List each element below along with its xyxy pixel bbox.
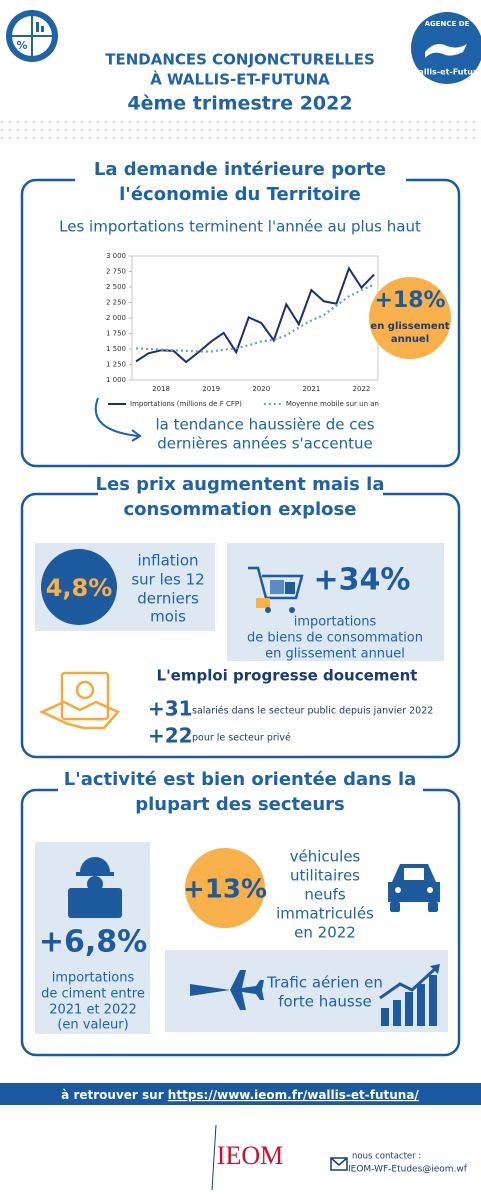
section-title: plupart des secteurs xyxy=(135,794,345,815)
legend-label: Importations (millions de F CFP) xyxy=(130,400,242,408)
note: dernières années s'accentue xyxy=(157,435,372,453)
stat-value: 4,8% xyxy=(46,574,113,602)
y-tick-label: 1 750 xyxy=(106,330,126,338)
stat-circle xyxy=(185,848,265,928)
job-text: pour le secteur privé xyxy=(192,733,291,744)
legend-label: Moyenne mobile sur un an xyxy=(286,400,379,408)
footer-lead: à retrouver sur xyxy=(61,1088,164,1102)
stat-text: utilitaires xyxy=(290,867,360,885)
growth-icon xyxy=(379,964,440,1026)
title: TENDANCES CONJONCTURELLES xyxy=(105,51,375,69)
footer-link[interactable]: https://www.ieom.fr/wallis-et-futuna/ xyxy=(168,1088,420,1102)
dot-band xyxy=(0,120,481,142)
svg-text:%: % xyxy=(16,39,27,52)
period: 4ème trimestre 2022 xyxy=(127,93,352,115)
footer-band xyxy=(0,1083,481,1105)
chart: 1 000 1 250 1 500 1 750 2 000 2 250 2 500 2 750… xyxy=(106,252,379,408)
stat-text: immatriculés xyxy=(276,905,374,923)
y-tick-label: 2 000 xyxy=(106,314,126,322)
x-tick-label: 2020 xyxy=(252,385,270,393)
section-title: l'économie du Territoire xyxy=(119,184,361,205)
worker-icon xyxy=(68,857,122,918)
section-title: La demande intérieure porte xyxy=(94,159,386,180)
badge-caption: en glissement xyxy=(370,321,449,332)
subsection-title: L'emploi progresse doucement xyxy=(157,667,418,685)
car-icon xyxy=(388,864,440,912)
stat-text: forte hausse xyxy=(278,993,372,1011)
section-title: Les prix augmentent mais la xyxy=(96,474,385,495)
stat-text: mois xyxy=(150,608,186,626)
arrow xyxy=(94,397,139,437)
handshake-icon xyxy=(38,671,121,730)
y-tick-label: 1 250 xyxy=(106,361,126,369)
stat-text: sur les 12 xyxy=(131,571,204,589)
x-tick-label: 2018 xyxy=(152,385,170,393)
stat-text: importations xyxy=(294,615,377,630)
mail-icon xyxy=(330,1157,348,1171)
stat-text: (en valeur) xyxy=(57,1018,128,1033)
plane-icon xyxy=(190,970,264,1010)
stat-text: de biens de consommation xyxy=(247,631,423,646)
x-tick-label: 2022 xyxy=(353,385,371,393)
footer-text: à retrouver sur https://www.ieom.fr/wall… xyxy=(61,1088,419,1102)
chart-subtitle: Les importations terminent l'année au pl… xyxy=(59,218,421,236)
x-tick-label: 2021 xyxy=(302,385,320,393)
contact-email[interactable]: IEOM-WF-Etudes@ieom.wf xyxy=(348,1165,468,1175)
ieom-logo: IEOM xyxy=(211,1124,283,1191)
y-tick-label: 1 000 xyxy=(106,376,126,384)
stat-text: neufs xyxy=(304,886,346,904)
section-title: consommation explose xyxy=(124,499,357,520)
series-line xyxy=(135,283,375,353)
series-line xyxy=(135,266,375,364)
plot-area xyxy=(131,255,379,381)
y-tick-label: 3 000 xyxy=(106,252,126,260)
job-value: +22 xyxy=(148,724,193,748)
stat-text: Trafic aérien en xyxy=(266,974,383,992)
y-tick-label: 2 500 xyxy=(106,283,126,291)
agency-logo: AGENCE DE Wallis-et-Futuna xyxy=(410,12,481,84)
job-value: +31 xyxy=(148,697,193,721)
logo-text: IEOM xyxy=(217,1141,283,1170)
stat-value: +34% xyxy=(314,563,411,598)
section-title: L'activité est bien orientée dans la xyxy=(64,769,417,790)
stat-value: +13% xyxy=(183,875,267,905)
cart-icon xyxy=(248,566,304,613)
stat-text: véhicules xyxy=(290,848,361,866)
logo-text: Wallis-et-Futuna xyxy=(410,68,481,77)
x-tick-label: 2019 xyxy=(202,385,220,393)
stat-text: 2021 et 2022 xyxy=(49,1003,137,1018)
stat-text: de ciment entre xyxy=(41,987,145,1002)
stat-value: +6,8% xyxy=(39,925,147,960)
y-tick-label: 1 500 xyxy=(106,345,126,353)
header-icon: % xyxy=(6,10,58,62)
stat-text: inflation xyxy=(137,552,198,570)
y-tick-label: 2 750 xyxy=(106,268,126,276)
stat-text: en 2022 xyxy=(294,924,356,942)
stat-text: importations xyxy=(52,971,135,986)
contact-label: nous contacter : xyxy=(352,1152,421,1162)
y-tick-label: 2 250 xyxy=(106,299,126,307)
badge xyxy=(369,277,451,359)
badge-caption: annuel xyxy=(391,334,429,345)
stat-text: en glissement annuel xyxy=(265,647,405,662)
title: À WALLIS-ET-FUTUNA xyxy=(150,70,330,89)
stat-text: derniers xyxy=(137,590,199,608)
stat-circle xyxy=(41,549,117,625)
badge-value: +18% xyxy=(374,288,445,313)
note: la tendance haussière de ces xyxy=(155,416,374,434)
job-text: salariés dans le secteur public depuis j… xyxy=(192,706,433,717)
logo-text: AGENCE DE xyxy=(425,20,470,28)
